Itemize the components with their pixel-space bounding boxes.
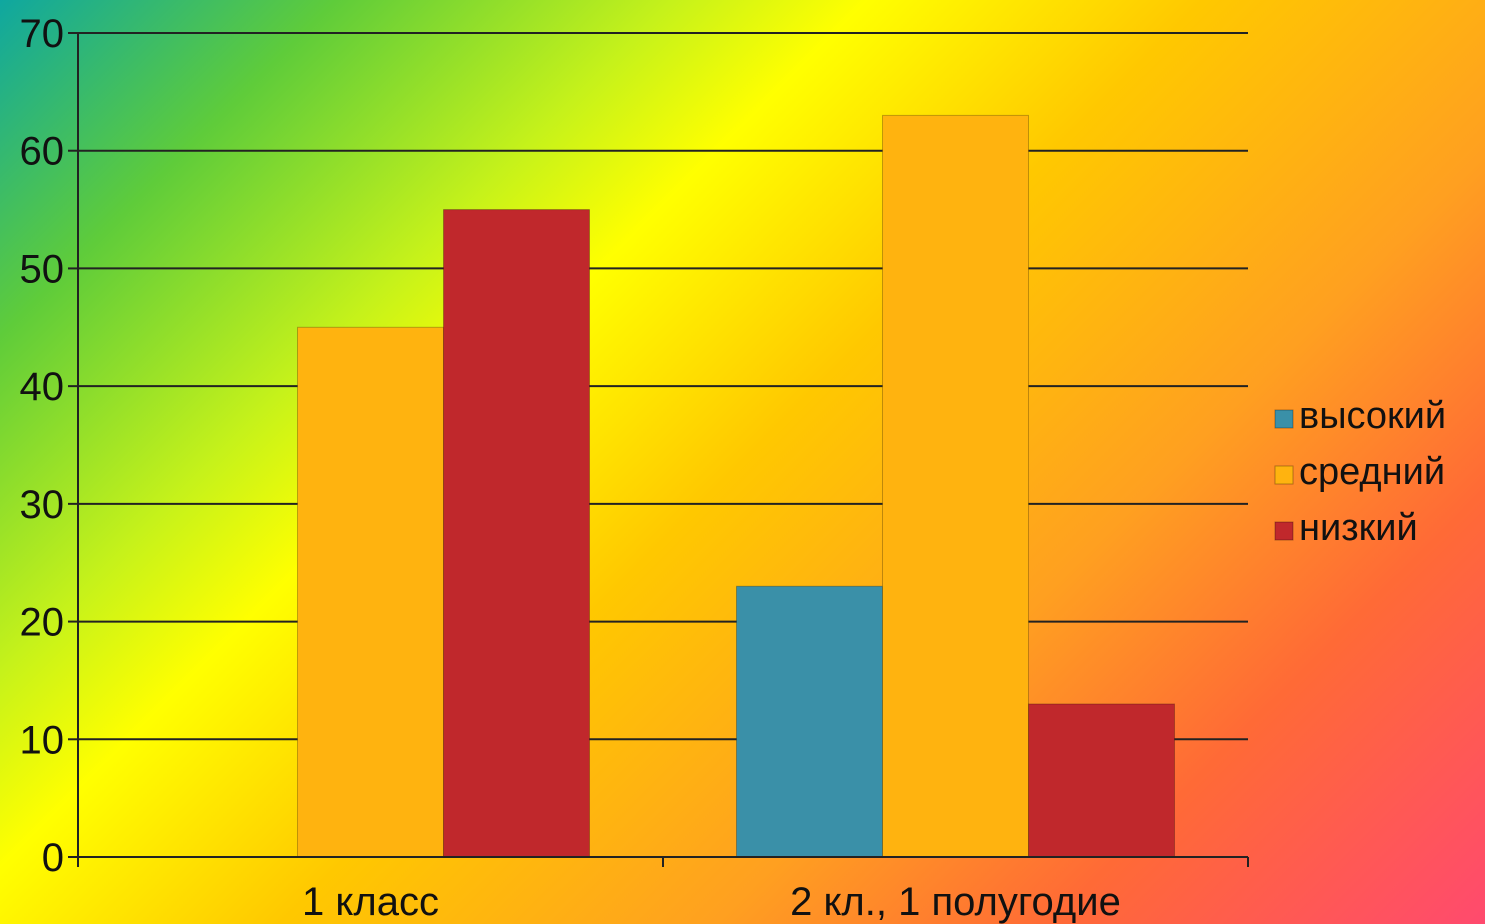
legend-swatch <box>1274 521 1294 541</box>
bar <box>736 585 883 858</box>
y-tick-label: 30 <box>20 483 65 527</box>
x-tick-label: 2 кл., 1 полугодие <box>790 880 1121 924</box>
y-tick-label: 40 <box>20 365 65 409</box>
y-tick-label: 70 <box>20 12 65 56</box>
legend-label: средний <box>1299 451 1445 493</box>
axis-layer: 0 10 20 30 40 50 60 70 1 класс 2 кл., 1 полугодие <box>20 12 1249 924</box>
legend-swatch <box>1274 409 1294 429</box>
bar <box>297 326 444 858</box>
bar <box>443 209 590 858</box>
bar <box>1028 703 1175 858</box>
grid-layer <box>78 32 1248 741</box>
legend: высокий средний низкий <box>1274 395 1446 549</box>
legend-label: высокий <box>1299 395 1446 437</box>
bars-layer <box>297 114 1175 858</box>
y-tick-label: 60 <box>20 130 65 174</box>
y-tick-label: 0 <box>42 836 64 880</box>
legend-label: низкий <box>1299 507 1418 549</box>
y-tick-label: 50 <box>20 247 65 291</box>
bar <box>882 114 1029 858</box>
x-tick-label: 1 класс <box>302 880 439 924</box>
legend-swatch <box>1274 465 1294 485</box>
y-tick-label: 20 <box>20 601 65 645</box>
y-tick-label: 10 <box>20 718 65 762</box>
